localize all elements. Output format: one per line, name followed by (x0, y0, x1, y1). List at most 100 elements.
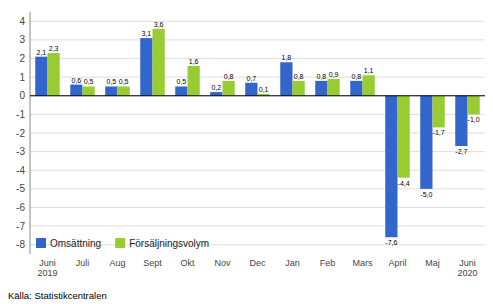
bar (223, 81, 235, 96)
grid-line (30, 114, 485, 115)
bar (140, 38, 152, 96)
y-tick-label: -7 (16, 221, 25, 232)
y-tick-label: -8 (16, 239, 25, 250)
legend-swatch (115, 238, 125, 248)
x-tick-line: Juni (39, 258, 56, 268)
bar (385, 96, 397, 237)
chart: -8-7-6-5-4-3-2-1012342,10,60,53,10,50,20… (0, 0, 493, 304)
grid-line (30, 77, 485, 78)
legend-label: Omsättning (50, 238, 101, 249)
bar (363, 75, 375, 95)
grid-line (30, 188, 485, 189)
grid-line (30, 170, 485, 171)
bar (420, 96, 432, 189)
y-tick-label: -2 (16, 128, 25, 139)
x-tick-line: Juni (459, 258, 476, 268)
x-tick-label: April (388, 258, 406, 268)
data-label: 0,5 (84, 78, 94, 85)
bar (315, 81, 327, 96)
data-label: -4,4 (398, 180, 410, 187)
y-axis-line (30, 12, 31, 254)
data-label: -1,7 (433, 129, 445, 136)
data-label: 3,6 (154, 21, 164, 28)
y-tick-label: 1 (19, 72, 25, 83)
x-tick-label: Maj (425, 258, 440, 268)
grid-line (30, 39, 485, 40)
bar (35, 57, 47, 96)
y-tick-label: -6 (16, 202, 25, 213)
x-tick-label: Nov (214, 258, 231, 268)
y-tick-label: 2 (19, 53, 25, 64)
x-tick-label: Feb (320, 258, 336, 268)
data-label: -7,6 (385, 239, 397, 246)
y-tick-label: -3 (16, 146, 25, 157)
bar (455, 96, 467, 146)
data-label: 0,8 (317, 73, 327, 80)
data-label: 0,8 (294, 73, 304, 80)
data-label: 0,5 (177, 78, 187, 85)
data-label: 0,6 (72, 77, 82, 84)
zero-line (30, 95, 485, 96)
legend-swatch (36, 238, 46, 248)
data-label: 0,7 (247, 75, 257, 82)
bar (188, 66, 200, 96)
bar (210, 92, 222, 96)
grid-line (30, 151, 485, 152)
source-note: Källa: Statistikcentralen (8, 290, 107, 301)
data-label: 1,6 (189, 58, 199, 65)
x-tick-label: Sept (143, 258, 162, 268)
bar (293, 81, 305, 96)
bar (468, 96, 480, 115)
data-label: 1,1 (364, 67, 374, 74)
x-tick-line: Feb (320, 258, 336, 268)
grid-line (30, 58, 485, 59)
legend-label: Försäljningsvolym (129, 238, 209, 249)
data-label: 1,8 (282, 54, 292, 61)
grid-line (30, 95, 485, 96)
data-label: 0,8 (352, 73, 362, 80)
grid-line (30, 207, 485, 208)
data-label: 2,1 (37, 49, 47, 56)
data-label: 0,1 (259, 86, 269, 93)
data-label: 0,5 (119, 78, 129, 85)
x-tick-label: Aug (109, 258, 125, 268)
data-label: -2,7 (455, 148, 467, 155)
y-tick-label: -4 (16, 165, 25, 176)
data-label: 2,3 (49, 45, 59, 52)
bar (70, 85, 82, 96)
x-tick-label: Dec (249, 258, 266, 268)
y-tick-label: 4 (19, 16, 25, 27)
bar (280, 62, 292, 96)
y-tick-label: -1 (16, 109, 25, 120)
y-tick-label: 3 (19, 34, 25, 45)
bar (350, 81, 362, 96)
y-tick-label: -5 (16, 183, 25, 194)
x-tick-line: Okt (180, 258, 195, 268)
x-tick-label: Juni2020 (457, 258, 477, 278)
bar (153, 29, 165, 96)
grid-line (30, 226, 485, 227)
bars (35, 29, 480, 237)
x-tick-line: Dec (249, 258, 266, 268)
x-tick-label: Mars (353, 258, 373, 268)
data-label: 0,9 (329, 71, 339, 78)
data-label: 0,8 (224, 73, 234, 80)
x-tick-line: 2019 (37, 268, 57, 278)
x-tick-line: Nov (214, 258, 231, 268)
x-tick-label: Okt (180, 258, 195, 268)
bar (118, 86, 130, 95)
x-tick-line: Aug (109, 258, 125, 268)
x-tick-line: Mars (353, 258, 373, 268)
x-tick-label: Jan (285, 258, 300, 268)
x-tick-label: Juli (76, 258, 90, 268)
bar (398, 96, 410, 178)
x-tick-line: Maj (425, 258, 440, 268)
x-tick-line: Sept (143, 258, 162, 268)
x-tick-line: Jan (285, 258, 300, 268)
bar (175, 86, 187, 95)
bar (245, 83, 257, 96)
x-tick-line: April (388, 258, 406, 268)
data-label: -1,0 (468, 116, 480, 123)
x-tick-line: 2020 (457, 268, 477, 278)
y-tick-label: 0 (19, 90, 25, 101)
